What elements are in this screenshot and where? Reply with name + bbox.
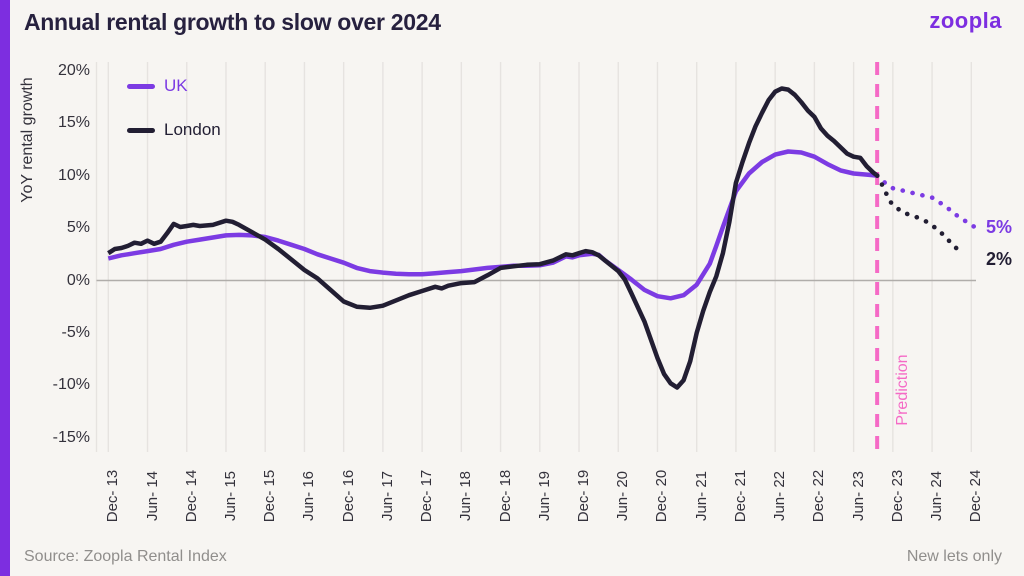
y-tick-label: 15% (57, 114, 90, 132)
series-line-london (107, 86, 879, 390)
x-tick-label: Dec- 21 (731, 469, 749, 523)
prediction-label: Prediction (894, 354, 911, 426)
x-tick-label: Dec- 13 (104, 469, 122, 523)
series-line-uk (107, 149, 878, 301)
x-tick-label: Jun- 23 (849, 470, 867, 522)
legend-label-london: London (164, 120, 221, 139)
x-tick-label: Dec- 20 (653, 469, 671, 523)
x-tick-label: Jun- 18 (457, 470, 475, 522)
x-tick-label: Dec- 15 (261, 469, 279, 523)
series-line-london-prediction (874, 173, 966, 256)
x-tick-label: Jun- 19 (535, 470, 553, 522)
end-label-5: 5% (986, 217, 1013, 238)
x-tick-label: Jun- 24 (928, 470, 946, 522)
legend-swatch-london (127, 127, 155, 133)
y-tick-label: 5% (66, 219, 90, 237)
x-tick-label: Dec- 16 (339, 469, 357, 523)
source-note: Source: Zoopla Rental Index (24, 548, 227, 565)
legend-swatch-uk (127, 83, 155, 89)
y-tick-label: -10% (52, 376, 90, 394)
accent-strip (0, 0, 10, 576)
legend-item-london: London (127, 121, 221, 139)
end-label-2: 2% (986, 248, 1013, 269)
x-tick-label: Jun- 22 (771, 470, 789, 522)
legend-label-uk: UK (164, 76, 188, 95)
x-tick-label: Jun- 15 (221, 470, 239, 522)
new-lets-note: New lets only (906, 548, 1002, 565)
zoopla-logo: zoopla (929, 8, 1002, 33)
y-tick-label: -5% (61, 323, 90, 341)
x-tick-label: Jun- 17 (378, 470, 396, 522)
legend-item-uk: UK (127, 77, 188, 95)
x-tick-label: Dec- 19 (575, 469, 593, 523)
x-tick-label: Jun- 14 (143, 470, 161, 522)
x-tick-label: Jun- 16 (300, 470, 318, 522)
x-tick-label: Jun- 20 (614, 470, 632, 522)
y-tick-label: 20% (57, 61, 90, 79)
x-tick-label: Dec- 14 (182, 469, 200, 523)
x-tick-label: Dec- 23 (888, 469, 906, 523)
x-tick-label: Dec- 24 (967, 469, 985, 523)
x-tick-label: Dec- 18 (496, 469, 514, 523)
page-title: Annual rental growth to slow over 2024 (24, 9, 441, 35)
y-axis-title: YoY rental growth (19, 77, 36, 203)
y-tick-label: -15% (52, 428, 90, 446)
x-tick-label: Jun- 21 (692, 470, 710, 522)
y-tick-label: 0% (66, 271, 90, 289)
x-tick-label: Dec- 17 (418, 469, 436, 523)
x-tick-label: Dec- 22 (810, 469, 828, 523)
y-tick-label: 10% (57, 166, 90, 184)
